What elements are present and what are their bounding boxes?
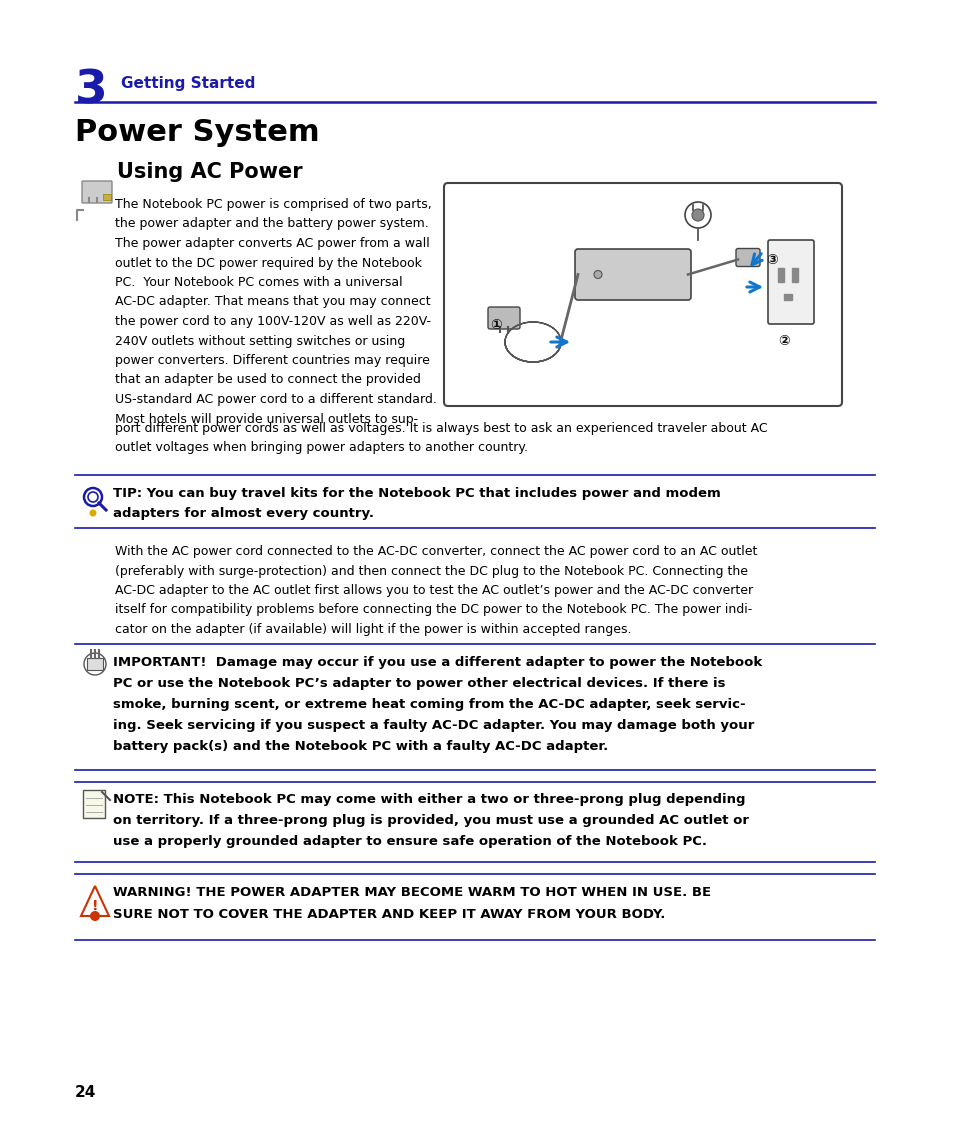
Bar	[103, 194, 111, 200]
Text: the power adapter and the battery power system.: the power adapter and the battery power …	[115, 217, 428, 231]
Circle shape	[88, 492, 98, 502]
Text: use a properly grounded adapter to ensure safe operation of the Notebook PC.: use a properly grounded adapter to ensur…	[112, 835, 706, 848]
Text: The Notebook PC power is comprised of two parts,: The Notebook PC power is comprised of tw…	[115, 197, 432, 211]
Text: ②: ②	[778, 334, 789, 348]
FancyBboxPatch shape	[735, 248, 760, 266]
FancyBboxPatch shape	[443, 183, 841, 406]
Text: PC or use the Notebook PC’s adapter to power other electrical devices. If there : PC or use the Notebook PC’s adapter to p…	[112, 677, 724, 690]
Circle shape	[594, 271, 601, 279]
Text: With the AC power cord connected to the AC-DC converter, connect the AC power co: With the AC power cord connected to the …	[115, 545, 757, 558]
Text: IMPORTANT!  Damage may occur if you use a different adapter to power the Noteboo: IMPORTANT! Damage may occur if you use a…	[112, 656, 761, 669]
Text: ing. Seek servicing if you suspect a faulty AC-DC adapter. You may damage both y: ing. Seek servicing if you suspect a fau…	[112, 719, 754, 732]
Text: outlet voltages when bringing power adapters to another country.: outlet voltages when bringing power adap…	[115, 442, 527, 455]
Circle shape	[691, 209, 703, 222]
Text: Using AC Power: Using AC Power	[117, 162, 302, 183]
Text: (preferably with surge-protection) and then connect the DC plug to the Notebook : (preferably with surge-protection) and t…	[115, 565, 747, 577]
Circle shape	[90, 510, 96, 517]
Text: The power adapter converts AC power from a wall: The power adapter converts AC power from…	[115, 236, 429, 250]
Text: outlet to the DC power required by the Notebook: outlet to the DC power required by the N…	[115, 256, 421, 270]
Text: SURE NOT TO COVER THE ADAPTER AND KEEP IT AWAY FROM YOUR BODY.: SURE NOT TO COVER THE ADAPTER AND KEEP I…	[112, 908, 664, 921]
FancyBboxPatch shape	[575, 249, 690, 300]
Text: US-standard AC power cord to a different standard.: US-standard AC power cord to a different…	[115, 393, 436, 406]
Text: cator on the adapter (if available) will light if the power is within accepted r: cator on the adapter (if available) will…	[115, 623, 631, 636]
Circle shape	[84, 653, 106, 675]
Polygon shape	[81, 886, 109, 916]
Bar	[783, 294, 791, 300]
Text: smoke, burning scent, or extreme heat coming from the AC-DC adapter, seek servic: smoke, burning scent, or extreme heat co…	[112, 698, 745, 711]
Text: Power System: Power System	[75, 118, 319, 147]
Text: itself for compatibility problems before connecting the DC power to the Notebook: itself for compatibility problems before…	[115, 604, 752, 616]
Text: ③: ③	[765, 253, 777, 266]
Text: adapters for almost every country.: adapters for almost every country.	[112, 507, 374, 520]
Text: !: !	[91, 899, 98, 913]
Circle shape	[84, 488, 102, 506]
Text: port different power cords as well as voltages. It is always best to ask an expe: port different power cords as well as vo…	[115, 422, 767, 435]
Text: battery pack(s) and the Notebook PC with a faulty AC-DC adapter.: battery pack(s) and the Notebook PC with…	[112, 740, 608, 753]
Text: ①: ①	[490, 318, 501, 332]
Text: on territory. If a three-prong plug is provided, you must use a grounded AC outl: on territory. If a three-prong plug is p…	[112, 814, 748, 827]
Text: TIP: You can buy travel kits for the Notebook PC that includes power and modem: TIP: You can buy travel kits for the Not…	[112, 487, 720, 501]
Text: Most hotels will provide universal outlets to sup-: Most hotels will provide universal outle…	[115, 412, 417, 426]
FancyBboxPatch shape	[767, 240, 813, 324]
Text: the power cord to any 100V-120V as well as 220V-: the power cord to any 100V-120V as well …	[115, 315, 431, 328]
Text: NOTE: This Notebook PC may come with either a two or three-prong plug depending: NOTE: This Notebook PC may come with eit…	[112, 793, 744, 806]
Text: 24: 24	[75, 1085, 96, 1100]
Circle shape	[684, 202, 710, 228]
FancyBboxPatch shape	[488, 307, 519, 329]
Text: 240V outlets without setting switches or using: 240V outlets without setting switches or…	[115, 334, 405, 348]
Bar	[791, 267, 797, 282]
Bar	[87, 658, 103, 670]
FancyBboxPatch shape	[82, 181, 112, 203]
Text: 3: 3	[75, 68, 108, 113]
Text: WARNING! THE POWER ADAPTER MAY BECOME WARM TO HOT WHEN IN USE. BE: WARNING! THE POWER ADAPTER MAY BECOME WA…	[112, 886, 710, 899]
Circle shape	[90, 912, 100, 921]
Text: that an adapter be used to connect the provided: that an adapter be used to connect the p…	[115, 373, 420, 387]
Bar	[778, 267, 783, 282]
Text: PC.  Your Notebook PC comes with a universal: PC. Your Notebook PC comes with a univer…	[115, 276, 402, 289]
Text: power converters. Different countries may require: power converters. Different countries ma…	[115, 354, 430, 367]
Bar	[83, 790, 105, 819]
Text: Getting Started: Getting Started	[121, 76, 255, 91]
Text: AC-DC adapter. That means that you may connect: AC-DC adapter. That means that you may c…	[115, 295, 430, 309]
Text: AC-DC adapter to the AC outlet first allows you to test the AC outlet’s power an: AC-DC adapter to the AC outlet first all…	[115, 584, 752, 597]
